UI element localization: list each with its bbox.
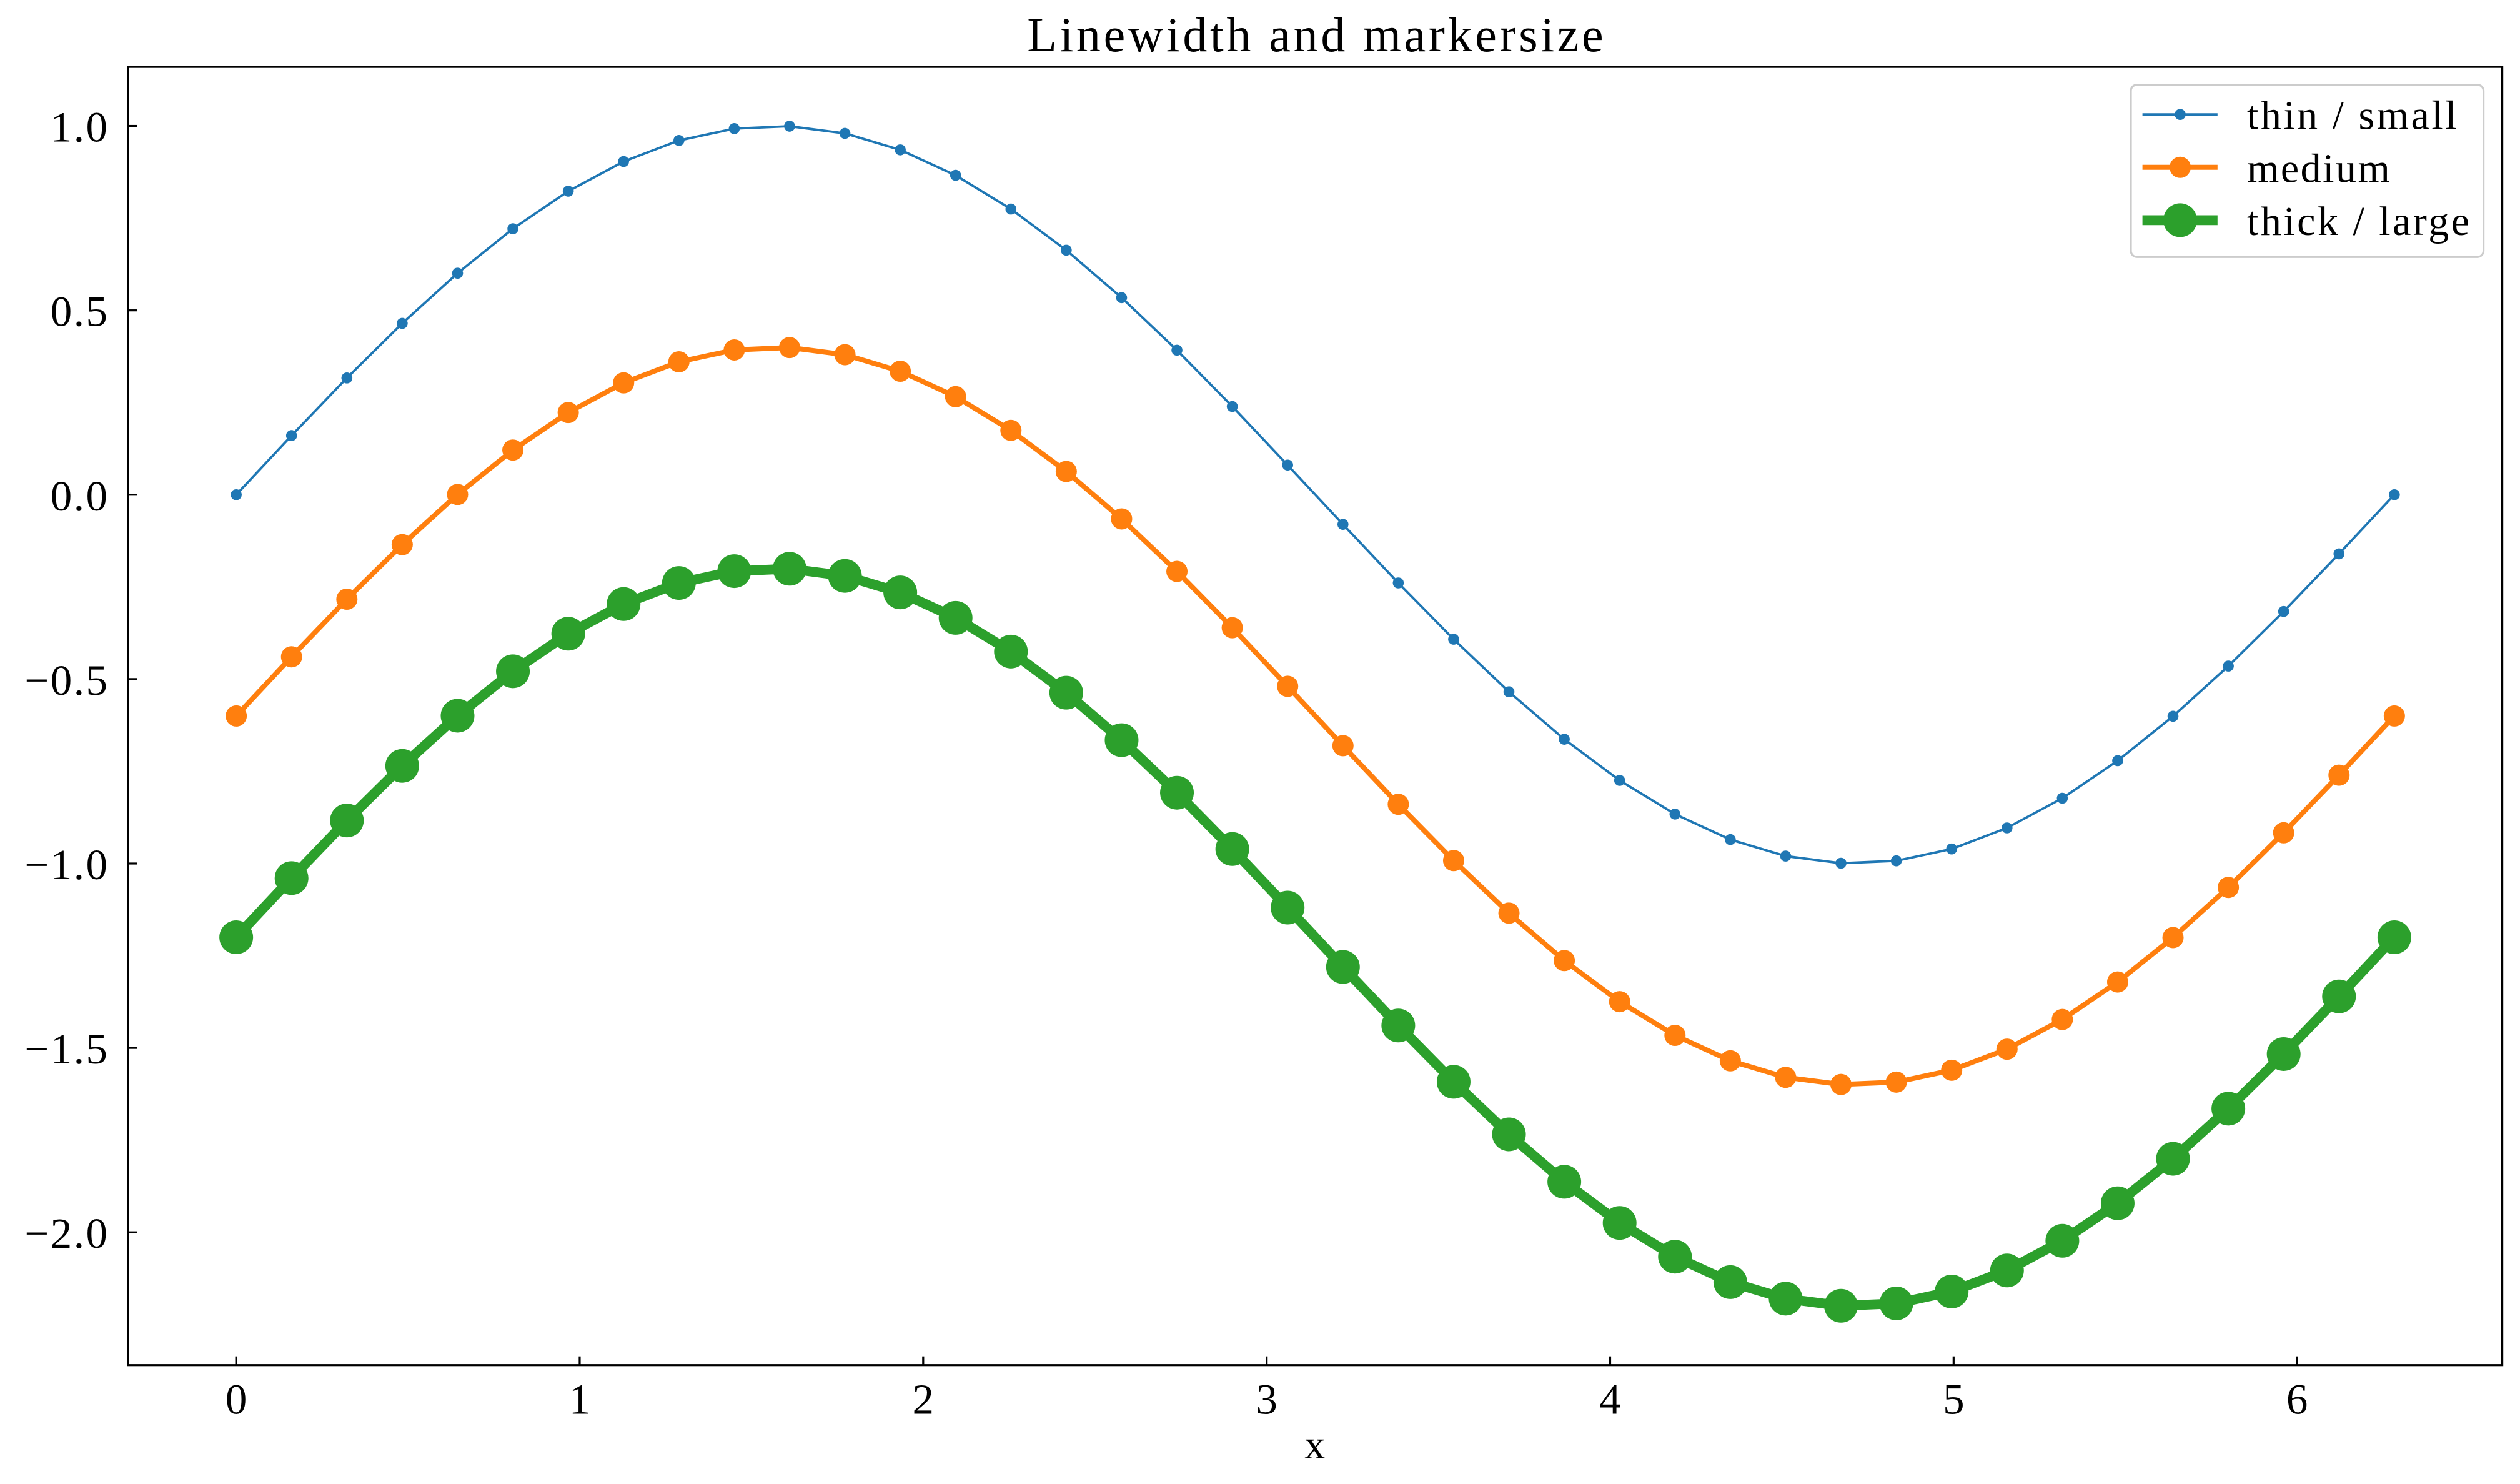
svg-text:medium: medium: [2247, 146, 2391, 191]
svg-text:thin / small: thin / small: [2247, 93, 2459, 139]
svg-text:3: 3: [1256, 1376, 1277, 1423]
svg-text:0: 0: [226, 1376, 247, 1423]
svg-text:−1.5: −1.5: [24, 1025, 109, 1073]
svg-text:−1.0: −1.0: [24, 841, 109, 889]
svg-text:2: 2: [913, 1376, 935, 1423]
svg-text:x: x: [1304, 1422, 1325, 1468]
svg-text:4: 4: [1599, 1376, 1621, 1423]
svg-text:Linewidth and markersize: Linewidth and markersize: [1027, 7, 1606, 62]
svg-text:6: 6: [2286, 1376, 2308, 1423]
svg-text:thick / large: thick / large: [2247, 199, 2472, 244]
svg-text:0.5: 0.5: [51, 288, 109, 336]
svg-text:−2.0: −2.0: [24, 1210, 109, 1257]
svg-text:1.0: 1.0: [51, 104, 109, 151]
svg-text:5: 5: [1943, 1376, 1965, 1423]
svg-text:−0.5: −0.5: [24, 657, 109, 704]
svg-text:1: 1: [569, 1376, 591, 1423]
svg-text:0.0: 0.0: [51, 472, 109, 520]
